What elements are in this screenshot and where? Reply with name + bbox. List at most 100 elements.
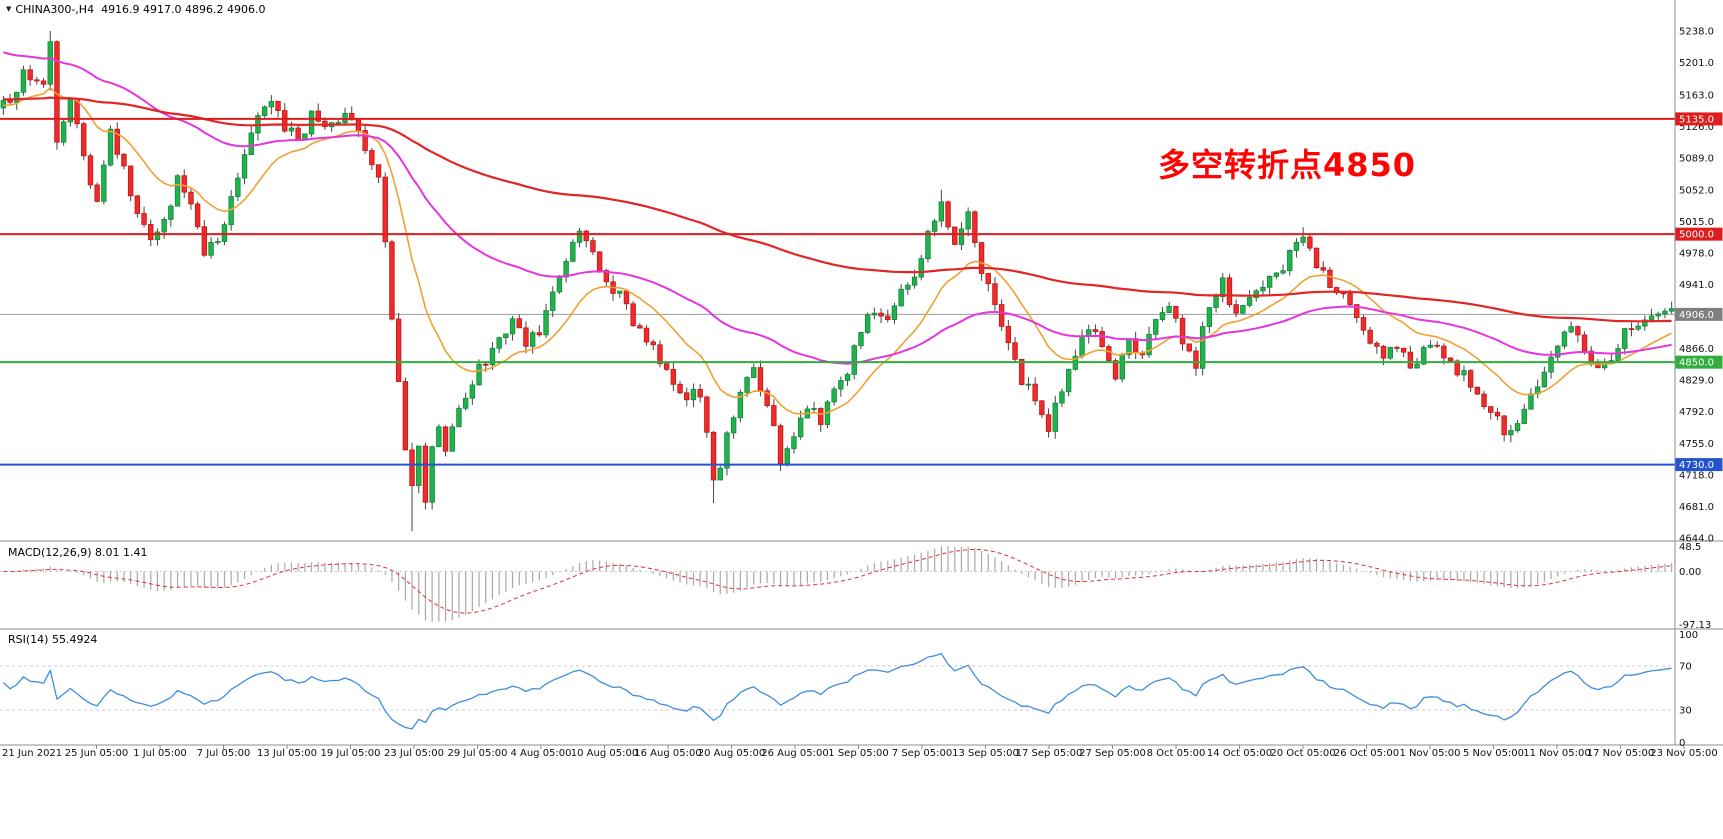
time-axis-label: 17 Sep 05:00	[1016, 748, 1083, 759]
candle-bear	[657, 344, 663, 365]
candle-bear	[1407, 351, 1414, 369]
macd-signal-line	[3, 548, 1672, 614]
candle-bear	[382, 176, 388, 243]
candle-bull	[838, 380, 844, 390]
candle-bear	[1380, 345, 1387, 359]
candle-bull	[248, 132, 254, 155]
candle-bear	[201, 226, 208, 256]
candle-bull	[1266, 275, 1273, 288]
macd-scale-zero: 0.00	[1679, 567, 1701, 578]
candle-bull	[0, 100, 7, 109]
candle-bear	[523, 327, 529, 347]
candle-bull	[436, 426, 442, 448]
price-tick-label: 4792.0	[1679, 407, 1714, 418]
candle-bear	[315, 110, 321, 122]
time-axis[interactable]: 21 Jun 2021 25 Jun 05:00 1 Jul 05:00 7 Jul …	[2, 745, 1718, 759]
candle-bear	[295, 127, 301, 140]
candle-bear	[409, 449, 415, 487]
symbol-ohlc-text: CHINA300-,H4 4916.9 4917.0 4896.2 4906.0	[15, 3, 266, 16]
candle-bear	[1186, 343, 1192, 352]
time-axis-label: 14 Oct 05:00	[1207, 748, 1272, 759]
price-axis[interactable]: 5238.0 5201.0 5163.0 5126.0 5089.0 5052.0 5015…	[1675, 27, 1723, 545]
candle-bull	[1166, 306, 1172, 313]
candle-bear	[148, 224, 154, 241]
candle-bear	[134, 195, 141, 214]
candle-bull	[891, 305, 898, 320]
candle-bear	[1039, 400, 1045, 416]
candle-bull	[302, 133, 308, 140]
candle-bear	[1447, 357, 1454, 362]
price-tag	[1675, 458, 1723, 472]
candle-bull	[1548, 356, 1554, 373]
candle-bull	[1146, 333, 1152, 356]
candle-bear	[630, 303, 636, 327]
symbol-dropdown-icon[interactable]: ▼	[6, 5, 12, 13]
time-axis-label: 1 Sep 05:00	[828, 748, 888, 759]
candle-bull	[931, 220, 938, 232]
horizontal-level-lines[interactable]	[0, 117, 1675, 466]
candle-bear	[402, 381, 409, 451]
rsi-scale-70: 70	[1679, 662, 1692, 673]
rsi-panel[interactable]: 100 70 30 0	[0, 630, 1698, 749]
candle-bull	[496, 337, 502, 349]
candle-bull	[235, 177, 241, 197]
candle-bull	[288, 127, 295, 132]
candle-bull	[751, 367, 757, 378]
candle-bull	[737, 391, 744, 419]
price-tick-label: 4681.0	[1679, 502, 1714, 513]
candle-bull	[1427, 344, 1434, 348]
candle-bull	[1387, 346, 1393, 359]
candle-bull	[576, 230, 583, 243]
candle-bear	[1092, 329, 1099, 332]
candle-bear	[777, 425, 784, 464]
candle-bear	[1360, 317, 1367, 331]
candle-bear	[121, 153, 127, 167]
candle-bear	[670, 368, 677, 385]
candle-bull	[1668, 308, 1675, 312]
candle-bear	[1045, 414, 1052, 432]
time-axis-label: 25 Jun 05:00	[65, 748, 129, 759]
candle-bear	[27, 69, 33, 81]
candle-bear	[114, 128, 120, 155]
candle-bear	[188, 191, 194, 205]
candle-bull	[489, 347, 496, 365]
candle-bull	[1293, 241, 1300, 251]
candle-bull	[851, 345, 857, 375]
candle-bear	[771, 405, 777, 427]
candle-bull	[1568, 326, 1574, 333]
price-tick-label: 4978.0	[1679, 248, 1714, 259]
candle-bear	[1488, 406, 1494, 413]
candle-bull	[1521, 408, 1527, 424]
candle-bear	[710, 431, 717, 481]
candle-bear	[1367, 329, 1373, 344]
candle-bear	[1179, 317, 1186, 345]
candle-bear	[536, 332, 543, 336]
candle-bull	[1253, 290, 1259, 298]
time-axis-label: 8 Oct 05:00	[1147, 748, 1206, 759]
candle-bear	[1374, 342, 1380, 347]
candle-bull	[1199, 326, 1206, 369]
candle-bull	[1119, 354, 1125, 380]
candle-bull	[1648, 315, 1655, 321]
candle-bear	[282, 110, 288, 132]
candle-bear	[483, 363, 489, 366]
price-tag-label: 4906.0	[1679, 310, 1714, 321]
candle-bear	[362, 130, 368, 151]
candle-bear	[952, 226, 958, 245]
candle-bear	[637, 325, 643, 329]
candle-bull	[529, 332, 536, 347]
ma-medium-magenta-line	[3, 51, 1672, 365]
price-tag	[1675, 355, 1723, 369]
price-tick-label: 4755.0	[1679, 439, 1714, 450]
macd-panel[interactable]: 48.5 0.00 -97.13	[0, 542, 1711, 631]
candle-bull	[1555, 345, 1561, 358]
time-axis-label: 26 Oct 05:00	[1334, 748, 1399, 759]
candle-bear	[375, 164, 382, 178]
rsi-scale-30: 30	[1679, 706, 1692, 717]
candle-bull	[503, 333, 509, 339]
candle-bull	[174, 175, 181, 207]
candle-bear	[1467, 370, 1474, 388]
candle-bull	[1086, 329, 1092, 337]
time-axis-label: 7 Jul 05:00	[197, 748, 251, 759]
